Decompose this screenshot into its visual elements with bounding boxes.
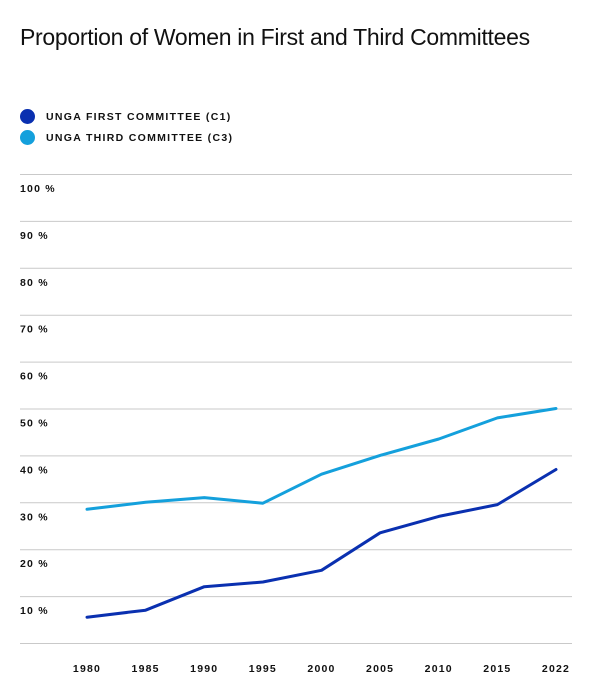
- series-line-c3: [85, 407, 558, 511]
- legend-swatch-c1: [20, 109, 35, 124]
- legend-label-c1: UNGA FIRST COMMITTEE (C1): [46, 110, 232, 123]
- y-tick-label: 50 %: [20, 418, 49, 430]
- x-tick-label: 1985: [132, 663, 160, 675]
- x-tick-label: 2022: [542, 663, 570, 675]
- y-tick-label: 20 %: [20, 558, 49, 570]
- y-tick-label: 30 %: [20, 511, 49, 523]
- y-tick-label: 90 %: [20, 230, 49, 242]
- x-tick-label: 2005: [366, 663, 394, 675]
- y-tick-label: 80 %: [20, 277, 49, 289]
- chart-title: Proportion of Women in First and Third C…: [20, 24, 530, 50]
- y-tick-label: 40 %: [20, 464, 49, 476]
- y-tick-label: 60 %: [20, 371, 49, 383]
- x-tick-label: 2000: [307, 663, 335, 675]
- y-tick-label: 100 %: [20, 183, 56, 195]
- legend-item-c3: UNGA THIRD COMMITTEE (C3): [20, 127, 233, 148]
- y-tick-label: 10 %: [20, 605, 49, 617]
- x-tick-label: 1995: [249, 663, 277, 675]
- x-tick-label: 2015: [483, 663, 511, 675]
- legend-item-c1: UNGA FIRST COMMITTEE (C1): [20, 106, 233, 127]
- y-tick-label: 70 %: [20, 324, 49, 336]
- x-tick-label: 1990: [190, 663, 218, 675]
- x-tick-label: 2010: [425, 663, 453, 675]
- series-line-c1: [85, 468, 558, 619]
- legend-label-c3: UNGA THIRD COMMITTEE (C3): [46, 131, 234, 144]
- x-tick-label: 1980: [73, 663, 101, 675]
- legend-swatch-c3: [20, 130, 35, 145]
- legend: UNGA FIRST COMMITTEE (C1) UNGA THIRD COM…: [20, 106, 233, 148]
